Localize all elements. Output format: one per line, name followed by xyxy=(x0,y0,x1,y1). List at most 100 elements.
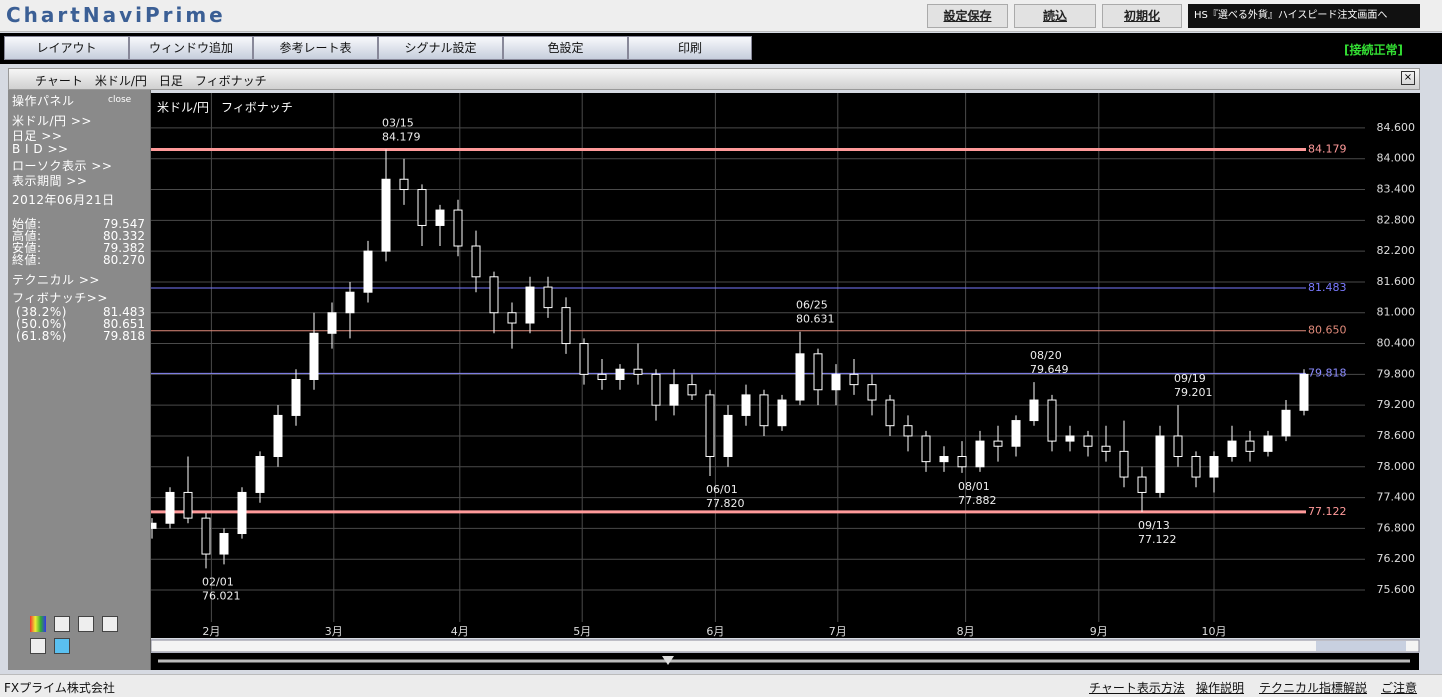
footer-link[interactable]: ご注意 xyxy=(1381,681,1418,695)
menu-item[interactable]: 印刷 xyxy=(628,36,752,60)
y-tick-label: 76.800 xyxy=(1377,521,1416,534)
panel-link[interactable]: ローソク表示 >> xyxy=(12,159,113,173)
annotation-date: 09/19 xyxy=(1174,372,1206,385)
candle-body xyxy=(831,373,841,391)
x-tick-label: 9月 xyxy=(1090,625,1108,638)
candle-body xyxy=(813,353,823,391)
candle-body xyxy=(795,353,805,401)
fibonacci-label: 84.179 xyxy=(1308,143,1347,156)
footer-link[interactable]: 操作説明 xyxy=(1196,681,1245,695)
footer xyxy=(0,674,1442,697)
candle-body xyxy=(1209,456,1219,478)
candle-body xyxy=(777,399,787,427)
candle-body xyxy=(525,286,535,324)
fib-label: (61.8%) xyxy=(16,329,67,343)
menu-item[interactable]: ウィンドウ追加 xyxy=(129,36,253,60)
candle-body xyxy=(1083,435,1093,447)
candle-body xyxy=(669,384,679,406)
load-button[interactable]: 読込 xyxy=(1014,4,1096,28)
company-name: FXプライム株式会社 xyxy=(4,681,115,695)
y-tick-label: 76.200 xyxy=(1377,552,1416,565)
price-value: 79.382 xyxy=(103,241,145,255)
plot-background xyxy=(151,93,1420,638)
scrollbar[interactable] xyxy=(150,639,1420,653)
candle-body xyxy=(1281,409,1291,437)
y-tick-label: 84.000 xyxy=(1377,152,1416,165)
candle-body xyxy=(1119,450,1129,478)
window-title-bar: チャート 米ドル/円 日足 フィボナッチ × xyxy=(8,68,1420,90)
candle-body xyxy=(399,178,409,191)
order-link[interactable]: HS『選べる外貨』ハイスピード注文画面へ xyxy=(1188,4,1420,28)
tool-icon[interactable] xyxy=(30,616,46,632)
y-tick-label: 82.200 xyxy=(1377,244,1416,257)
candle-body xyxy=(579,343,589,375)
candle-body xyxy=(939,456,949,463)
annotation-date: 08/20 xyxy=(1030,349,1062,362)
menu-item[interactable]: 参考レート表 xyxy=(253,36,378,60)
menu-item[interactable]: レイアウト xyxy=(4,36,129,60)
panel-link[interactable]: B I D >> xyxy=(12,142,69,156)
annotation-value: 79.649 xyxy=(1030,363,1069,376)
candle-body xyxy=(183,491,193,519)
price-value: 80.270 xyxy=(103,253,145,267)
panel-link[interactable]: 米ドル/円 >> xyxy=(12,114,92,128)
candle-body xyxy=(1101,445,1111,452)
panel-link[interactable]: 表示期間 >> xyxy=(12,174,88,188)
logo: ChartNaviPrime xyxy=(6,3,226,27)
tool-icon[interactable] xyxy=(78,616,94,632)
panel-close[interactable]: close xyxy=(108,95,132,105)
scroll-thumb[interactable] xyxy=(1316,641,1406,651)
panel-title: 操作パネル xyxy=(12,94,75,108)
candle-body xyxy=(291,378,301,416)
candle-body xyxy=(237,491,247,535)
tool-icon[interactable] xyxy=(54,616,70,632)
slider-handle[interactable] xyxy=(662,656,674,665)
candle-body xyxy=(687,384,697,396)
y-tick-label: 84.600 xyxy=(1377,121,1416,134)
y-tick-label: 75.600 xyxy=(1377,583,1416,596)
x-tick-label: 7月 xyxy=(829,625,847,638)
y-tick-label: 79.800 xyxy=(1377,367,1416,380)
candle-body xyxy=(1191,456,1201,478)
annotation-value: 77.820 xyxy=(706,497,745,510)
panel-link[interactable]: 日足 >> xyxy=(12,129,63,143)
menu-item[interactable]: シグナル設定 xyxy=(378,36,503,60)
annotation-value: 76.021 xyxy=(202,589,241,602)
save-button[interactable]: 設定保存 xyxy=(927,4,1008,28)
candle-body xyxy=(1299,373,1309,411)
tool-icon[interactable] xyxy=(102,616,118,632)
annotation-date: 06/25 xyxy=(796,299,828,312)
reset-button[interactable]: 初期化 xyxy=(1102,4,1182,28)
candle-body xyxy=(993,440,1003,447)
candle-body xyxy=(381,178,391,252)
tool-icon[interactable] xyxy=(30,638,46,654)
window-title: チャート 米ドル/円 日足 フィボナッチ xyxy=(35,74,267,88)
candle-body xyxy=(597,373,607,380)
panel-link[interactable]: フィボナッチ>> xyxy=(12,291,108,305)
panel-link[interactable]: テクニカル >> xyxy=(12,273,100,287)
candle-body xyxy=(759,394,769,427)
candle-body xyxy=(489,276,499,314)
annotation-date: 03/15 xyxy=(382,117,414,130)
candle-body xyxy=(885,399,895,427)
candle-body xyxy=(1047,399,1057,442)
x-tick-label: 5月 xyxy=(573,625,591,638)
x-tick-label: 3月 xyxy=(325,625,343,638)
menu-item[interactable]: 色設定 xyxy=(503,36,628,60)
annotation-date: 09/13 xyxy=(1138,519,1170,532)
candle-body xyxy=(507,312,517,324)
x-tick-label: 8月 xyxy=(957,625,975,638)
close-icon[interactable]: × xyxy=(1401,71,1415,85)
candle-body xyxy=(615,368,625,380)
candle-body xyxy=(1227,440,1237,458)
tool-icon[interactable] xyxy=(54,638,70,654)
fib-label: (38.2%) xyxy=(16,305,67,319)
candle-body xyxy=(1155,435,1165,493)
x-tick-label: 10月 xyxy=(1202,625,1227,638)
candle-body xyxy=(165,491,175,524)
footer-link[interactable]: チャート表示方法 xyxy=(1089,681,1185,695)
footer-link[interactable]: テクニカル指標解説 xyxy=(1259,681,1368,695)
annotation-date: 02/01 xyxy=(202,575,234,588)
candle-body xyxy=(453,209,463,247)
